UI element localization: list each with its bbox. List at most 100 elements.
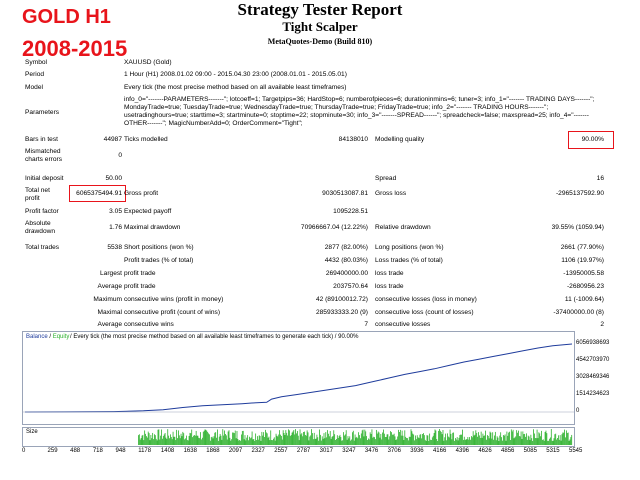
avg-losses-label: consecutive losses	[375, 321, 431, 328]
x-tick-label: 4396	[455, 448, 469, 454]
y-tick-label: 1514234623	[576, 391, 610, 397]
profit-trades-value: 4432 (80.03%)	[324, 257, 368, 264]
y-tick-label: 0	[576, 408, 580, 414]
maximal-label: Maximal	[97, 309, 122, 316]
x-tick-label: 1408	[160, 448, 175, 454]
trades-value: 5538	[107, 244, 122, 251]
avg-wins-label: consecutive wins	[124, 321, 174, 328]
largest-profit-label: profit trade	[124, 270, 156, 277]
bars-label: Bars in test	[25, 136, 58, 143]
max-wins-label: consecutive wins (profit in money)	[124, 296, 224, 303]
server-name: MetaQuotes-Demo (Build 810)	[267, 37, 373, 46]
avg-profit-label: profit trade	[124, 283, 156, 290]
overlay-date-range: 2008-2015	[22, 36, 128, 61]
x-tick-label: 4166	[432, 448, 447, 454]
average2-label: Average	[97, 321, 122, 328]
period-label: Period	[25, 71, 45, 78]
maximum-label: Maximum	[93, 296, 122, 303]
grossprofit-label: Gross profit	[124, 190, 159, 197]
x-tick-label: 2097	[228, 448, 243, 454]
y-tick-label: 6056938693	[576, 340, 610, 346]
mismatch-label-2: charts errors	[25, 156, 63, 163]
payoff-label: Expected payoff	[124, 208, 172, 215]
netprofit-label-2: profit	[25, 195, 40, 202]
average-label: Average	[97, 283, 122, 290]
ea-name: Tight Scalper	[282, 19, 358, 34]
largest-profit-value: 269400000.00	[325, 270, 368, 277]
x-tick-label: 4626	[478, 448, 492, 454]
x-tick-label: 5545	[569, 448, 583, 454]
y-tick-label: 3028469346	[576, 374, 610, 380]
absdd-value: 1.76	[109, 224, 122, 231]
x-tick-label: 4856	[501, 448, 515, 454]
balance-chart-title: Balance / Equity	[26, 334, 69, 341]
x-tick-label: 259	[47, 448, 58, 454]
max-losses-label: consecutive losses (loss in money)	[375, 296, 477, 303]
maximal-profit-label: consecutive profit (count of wins)	[124, 309, 221, 316]
maximal-profit-value: 285933333.20 (9)	[315, 309, 368, 316]
size-panel	[138, 429, 573, 445]
netprofit-value: 6065375494.91	[76, 190, 122, 197]
max-losses-value: 11 (-1009.64)	[564, 296, 604, 303]
spread-label: Spread	[375, 175, 397, 182]
quality-value: 90.00%	[581, 136, 604, 143]
balance-chart	[23, 343, 574, 413]
quality-label: Modelling quality	[375, 136, 425, 143]
ticks-value: 84138010	[338, 136, 368, 143]
avg-loss-label: loss trade	[375, 283, 404, 290]
x-tick-label: 5085	[523, 448, 537, 454]
x-tick-label: 3017	[319, 448, 333, 454]
maximal-loss-value: -37400000.00 (8)	[553, 309, 604, 316]
largest-loss-value: -13950005.58	[563, 270, 604, 277]
x-tick-label: 2327	[251, 448, 265, 454]
max-wins-value: 42 (89100012.72)	[315, 296, 368, 303]
profit-trades-label: Profit trades (% of total)	[124, 257, 194, 264]
largest-loss-label: loss trade	[375, 270, 404, 277]
loss-trades-label: Loss trades (% of total)	[375, 257, 443, 264]
mismatch-label-1: Mismatched	[25, 148, 61, 155]
y-tick-label: 4542703970	[576, 357, 610, 363]
long-value: 2661 (77.90%)	[560, 244, 604, 251]
x-tick-label: 5315	[546, 448, 560, 454]
long-label: Long positions (won %)	[375, 244, 444, 251]
avg-wins-value: 7	[364, 321, 368, 328]
grossloss-value: -2965137592.90	[555, 190, 604, 197]
legend-sep: /	[47, 334, 53, 340]
balance-chart-frame	[22, 331, 575, 425]
model-label: Model	[25, 84, 43, 91]
absdd-label-2: drawdown	[25, 228, 56, 235]
largest-label: Largest	[100, 270, 122, 277]
reldd-value: 39.55% (1059.94)	[551, 224, 604, 231]
period-value: 1 Hour (H1) 2008.01.02 09:00 - 2015.04.3…	[124, 71, 347, 78]
bars-value: 44987	[103, 136, 122, 143]
x-tick-label: 718	[92, 448, 103, 454]
grossprofit-value: 9030513087.81	[322, 190, 368, 197]
parameters-value: info_0="-------PARAMETERS-------"; lotco…	[124, 96, 595, 127]
x-tick-label: 0	[22, 448, 26, 454]
symbol-label: Symbol	[25, 59, 47, 66]
payoff-value: 1095228.51	[333, 208, 368, 215]
deposit-value: 50.00	[105, 175, 122, 182]
pf-value: 3.05	[109, 208, 122, 215]
x-tick-label: 1178	[138, 448, 152, 454]
absdd-label-1: Absolute	[25, 220, 51, 227]
avg-profit-value: 2037570.64	[333, 283, 368, 290]
balance-line	[24, 343, 573, 413]
size-panel-label: Size	[26, 429, 38, 435]
mismatch-value: 0	[118, 152, 122, 159]
maxdd-label: Maximal drawdown	[124, 224, 181, 231]
pf-label: Profit factor	[25, 208, 59, 215]
parameters-label: Parameters	[25, 109, 60, 116]
reldd-label: Relative drawdown	[375, 224, 431, 231]
short-label: Short positions (won %)	[124, 244, 194, 251]
maxdd-value: 70966667.04 (12.22%)	[300, 224, 368, 231]
x-tick-label: 2557	[274, 448, 288, 454]
x-tick-label: 488	[70, 448, 81, 454]
loss-trades-value: 1106 (19.97%)	[561, 257, 604, 264]
x-tick-label: 1868	[206, 448, 220, 454]
balance-chart-subtitle: / Every tick (the most precise method ba…	[70, 334, 359, 340]
legend-balance: Balance	[26, 334, 48, 340]
x-tick-label: 3476	[364, 448, 379, 454]
x-tick-label: 3247	[342, 448, 356, 454]
legend-equity: Equity	[52, 334, 70, 340]
